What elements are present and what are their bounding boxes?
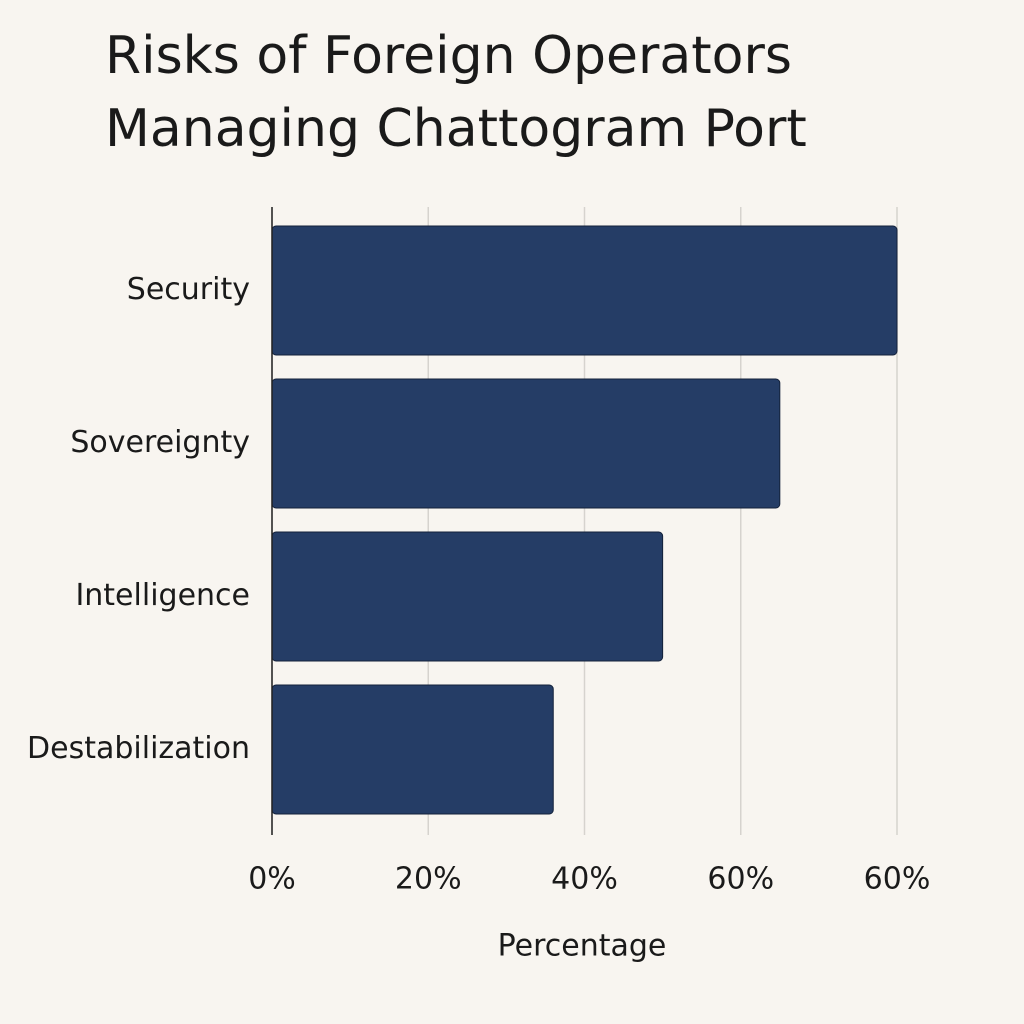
chart-title: Risks of Foreign Operators (105, 26, 792, 86)
x-axis-label: Percentage (498, 929, 667, 964)
y-tick-label: Destabilization (27, 731, 250, 766)
bar (271, 225, 898, 356)
x-tick-label: 0% (248, 862, 296, 897)
x-tick-label: 40% (551, 862, 618, 897)
bar (271, 531, 664, 662)
x-tick-label: 60% (864, 862, 931, 897)
x-tick-label: 20% (395, 862, 462, 897)
y-tick-label: Sovereignty (70, 425, 250, 460)
x-tick-label: 60% (707, 862, 774, 897)
y-tick-label: Security (127, 272, 250, 307)
chart-title: Managing Chattogram Port (105, 99, 807, 159)
bar (271, 684, 554, 815)
bar (271, 378, 781, 509)
y-tick-label: Intelligence (75, 578, 250, 613)
